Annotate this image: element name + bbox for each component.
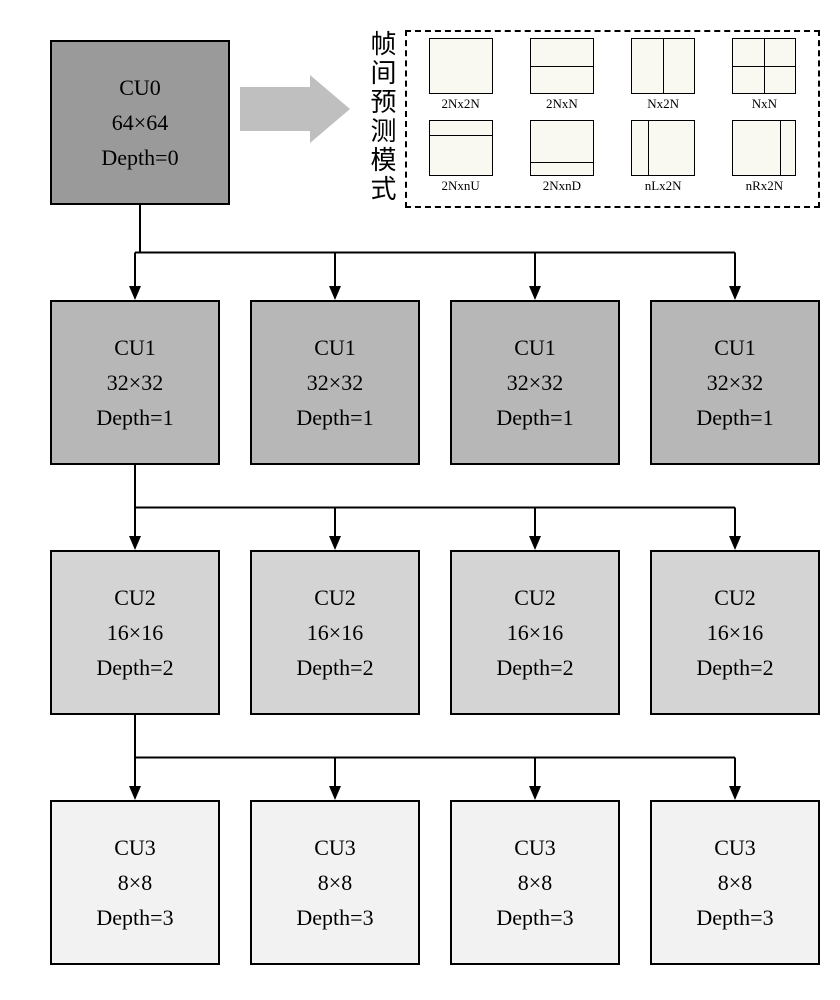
prediction-modes-label: 帧间预测模式 xyxy=(363,30,400,204)
mode-label: 2NxnD xyxy=(543,178,581,194)
cu2-box: CU2 16×16 Depth=2 xyxy=(250,550,420,715)
cu-name: CU1 xyxy=(514,330,556,365)
cu-depth: Depth=2 xyxy=(696,650,773,685)
mode-label: 2Nx2N xyxy=(441,96,479,112)
mode-nLx2N: nLx2N xyxy=(618,120,709,202)
cu1-box: CU1 32×32 Depth=1 xyxy=(250,300,420,465)
cu0-box: CU0 64×64 Depth=0 xyxy=(50,40,230,205)
cu-depth: Depth=2 xyxy=(496,650,573,685)
cu-name: CU2 xyxy=(714,580,756,615)
cu-name: CU3 xyxy=(114,830,156,865)
cu-name: CU3 xyxy=(714,830,756,865)
cu-name: CU1 xyxy=(114,330,156,365)
cu-size: 16×16 xyxy=(507,615,563,650)
cu-size: 8×8 xyxy=(318,865,352,900)
mode-Nx2N: Nx2N xyxy=(618,38,709,120)
cu-size: 32×32 xyxy=(707,365,763,400)
cu-size: 16×16 xyxy=(707,615,763,650)
cu0-depth: Depth=0 xyxy=(101,140,178,175)
cu1-box: CU1 32×32 Depth=1 xyxy=(650,300,820,465)
cu2-box: CU2 16×16 Depth=2 xyxy=(450,550,620,715)
cu-depth: Depth=3 xyxy=(96,900,173,935)
cu1-box: CU1 32×32 Depth=1 xyxy=(450,300,620,465)
mode-NxN: NxN xyxy=(719,38,810,120)
cu-size: 8×8 xyxy=(518,865,552,900)
cu-depth: Depth=1 xyxy=(496,400,573,435)
cu-size: 16×16 xyxy=(107,615,163,650)
cu2-box: CU2 16×16 Depth=2 xyxy=(50,550,220,715)
cu3-box: CU3 8×8 Depth=3 xyxy=(250,800,420,965)
modes-arrow xyxy=(240,75,350,143)
cu-name: CU3 xyxy=(514,830,556,865)
cu-size: 32×32 xyxy=(507,365,563,400)
cu-depth: Depth=3 xyxy=(496,900,573,935)
cu-depth: Depth=1 xyxy=(296,400,373,435)
cu-name: CU2 xyxy=(314,580,356,615)
mode-label: nRx2N xyxy=(746,178,784,194)
cu3-box: CU3 8×8 Depth=3 xyxy=(50,800,220,965)
cu-size: 8×8 xyxy=(718,865,752,900)
cu-size: 8×8 xyxy=(118,865,152,900)
cu-size: 32×32 xyxy=(107,365,163,400)
cu-name: CU2 xyxy=(114,580,156,615)
mode-nRx2N: nRx2N xyxy=(719,120,810,202)
prediction-modes-panel: 2Nx2N 2NxN Nx2N NxN 2NxnU 2NxnD nLx2N nRx2N xyxy=(405,30,820,208)
mode-2NxnD: 2NxnD xyxy=(516,120,607,202)
cu-partition-diagram: CU0 64×64 Depth=0 帧间预测模式 2Nx2N 2NxN Nx2N Nx… xyxy=(20,20,820,980)
cu2-box: CU2 16×16 Depth=2 xyxy=(650,550,820,715)
cu-depth: Depth=3 xyxy=(296,900,373,935)
mode-2NxN: 2NxN xyxy=(516,38,607,120)
cu-depth: Depth=1 xyxy=(696,400,773,435)
mode-label: nLx2N xyxy=(645,178,682,194)
cu3-box: CU3 8×8 Depth=3 xyxy=(650,800,820,965)
cu-name: CU3 xyxy=(314,830,356,865)
cu-depth: Depth=2 xyxy=(96,650,173,685)
cu-depth: Depth=3 xyxy=(696,900,773,935)
mode-label: Nx2N xyxy=(647,96,679,112)
mode-label: NxN xyxy=(752,96,777,112)
cu-name: CU2 xyxy=(514,580,556,615)
mode-label: 2NxnU xyxy=(441,178,479,194)
mode-2Nx2N: 2Nx2N xyxy=(415,38,506,120)
cu-size: 32×32 xyxy=(307,365,363,400)
cu0-size: 64×64 xyxy=(112,105,168,140)
cu1-box: CU1 32×32 Depth=1 xyxy=(50,300,220,465)
cu0-name: CU0 xyxy=(119,70,161,105)
mode-label: 2NxN xyxy=(546,96,578,112)
cu-depth: Depth=2 xyxy=(296,650,373,685)
mode-2NxnU: 2NxnU xyxy=(415,120,506,202)
cu-size: 16×16 xyxy=(307,615,363,650)
cu-name: CU1 xyxy=(714,330,756,365)
cu3-box: CU3 8×8 Depth=3 xyxy=(450,800,620,965)
cu-name: CU1 xyxy=(314,330,356,365)
cu-depth: Depth=1 xyxy=(96,400,173,435)
